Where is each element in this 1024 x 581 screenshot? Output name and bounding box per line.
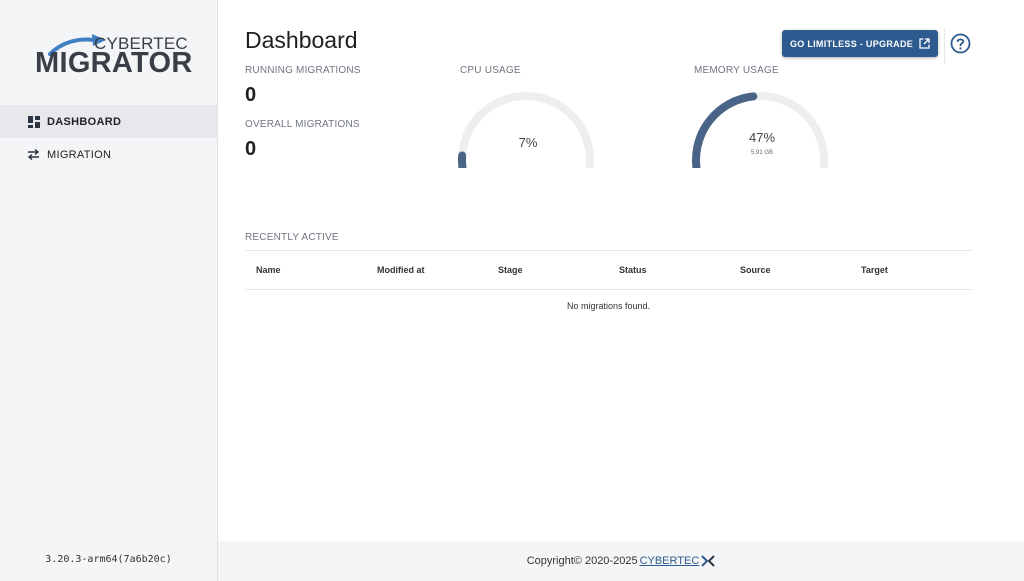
overall-migrations-value: 0 — [245, 138, 257, 160]
logo-brand-main: MIGRATOR — [35, 47, 193, 79]
cpu-usage-label: CPU USAGE — [460, 65, 521, 76]
cpu-gauge-fill — [458, 151, 467, 168]
memory-usage-percent: 47% — [748, 130, 776, 145]
main-content: Dashboard GO LIMITLESS - UPGRADE RUNNING… — [218, 0, 1024, 541]
sidebar-item-dashboard[interactable]: DASHBOARD — [0, 105, 217, 138]
upgrade-button-label: GO LIMITLESS - UPGRADE — [789, 38, 914, 49]
overall-migrations-label: OVERALL MIGRATIONS — [245, 119, 360, 130]
memory-usage-detail: 5.91 GB — [750, 150, 773, 156]
recent-migrations-table: Name Modified at Stage Status Source Tar… — [245, 250, 972, 311]
footer-copyright: Copyright© 2020-2025 — [526, 555, 638, 567]
recently-active-title: RECENTLY ACTIVE — [245, 232, 339, 243]
sidebar-item-migration[interactable]: MIGRATION — [0, 138, 217, 171]
table-empty-message: No migrations found. — [566, 301, 651, 311]
cpu-gauge-track — [458, 92, 594, 168]
sidebar: CYBERTEC MIGRATOR DASHBOARD MIGR — [0, 0, 218, 581]
memory-usage-gauge — [692, 92, 828, 168]
version-label: 3.20.3-arm64(7a6b20c) — [45, 554, 172, 565]
sidebar-nav: DASHBOARD MIGRATION — [0, 105, 217, 171]
swap-arrows-icon — [27, 148, 40, 161]
running-migrations-value: 0 — [245, 84, 257, 106]
dashboard-icon — [27, 115, 40, 128]
cpu-usage-percent: 7% — [518, 135, 538, 150]
column-header-stage[interactable]: Stage — [498, 265, 523, 275]
cpu-usage-gauge — [458, 92, 594, 168]
column-header-name[interactable]: Name — [256, 265, 281, 275]
memory-gauge-fill — [692, 92, 758, 168]
logo-swoosh-icon — [48, 34, 106, 56]
table-header: Name Modified at Stage Status Source Tar… — [245, 250, 972, 290]
header-divider — [944, 28, 945, 64]
page-title: Dashboard — [245, 27, 358, 53]
column-header-modified-at[interactable]: Modified at — [377, 265, 425, 275]
memory-usage-label: MEMORY USAGE — [694, 65, 779, 76]
running-migrations-label: RUNNING MIGRATIONS — [245, 65, 361, 76]
footer: Copyright© 2020-2025 CYBERTEC — [218, 541, 1024, 581]
cybertec-migrator-logo[interactable]: CYBERTEC MIGRATOR — [34, 32, 192, 82]
logo-brand-top: CYBERTEC — [94, 34, 188, 53]
help-circle-icon[interactable] — [950, 33, 971, 54]
column-header-status[interactable]: Status — [619, 265, 647, 275]
sidebar-item-label: MIGRATION — [47, 148, 112, 161]
sidebar-item-label: DASHBOARD — [47, 115, 122, 128]
upgrade-button[interactable]: GO LIMITLESS - UPGRADE — [782, 30, 938, 57]
footer-cybertec-link[interactable]: CYBERTEC — [639, 555, 700, 567]
column-header-source[interactable]: Source — [740, 265, 771, 275]
cybertec-mark-icon — [701, 555, 715, 567]
external-link-icon — [919, 38, 930, 49]
column-header-target[interactable]: Target — [861, 265, 888, 275]
